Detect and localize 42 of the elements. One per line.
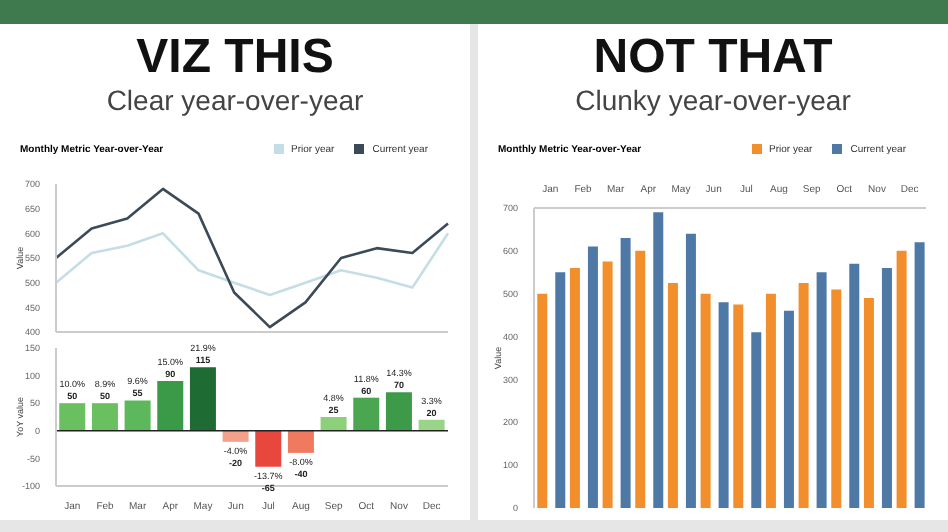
bar [765,293,776,508]
bar [569,268,580,508]
bar [863,298,874,508]
bar [653,212,664,508]
bar [783,310,794,508]
bar [124,400,151,431]
bar [602,261,613,508]
bar [189,367,216,431]
bar [353,397,380,431]
bar [881,268,892,508]
bar [620,238,631,508]
bar [222,430,249,442]
bar [831,289,842,508]
bar [849,263,860,508]
bar [733,304,744,508]
bar [320,417,347,431]
bar [685,233,696,508]
bar [798,283,809,508]
bar [418,419,445,431]
bar [91,403,118,431]
bar [667,283,678,508]
bar [816,272,827,508]
line-series [54,187,450,329]
bar [587,246,598,508]
line-series [54,232,450,297]
bar [555,272,566,508]
bar [914,242,925,508]
bar [287,430,314,453]
bar [385,392,412,431]
text: Clunky year-over-year [573,84,853,118]
bar [157,381,184,431]
bar [59,403,86,431]
text: NOT THAT [591,30,835,84]
bar [255,430,282,467]
bar [700,293,711,508]
bar [537,293,548,508]
text: VIZ THIS [134,30,336,84]
bar [635,250,646,508]
text: Clear year-over-year [104,84,366,118]
bar [751,332,762,508]
bar [896,250,907,508]
bar [718,302,729,508]
